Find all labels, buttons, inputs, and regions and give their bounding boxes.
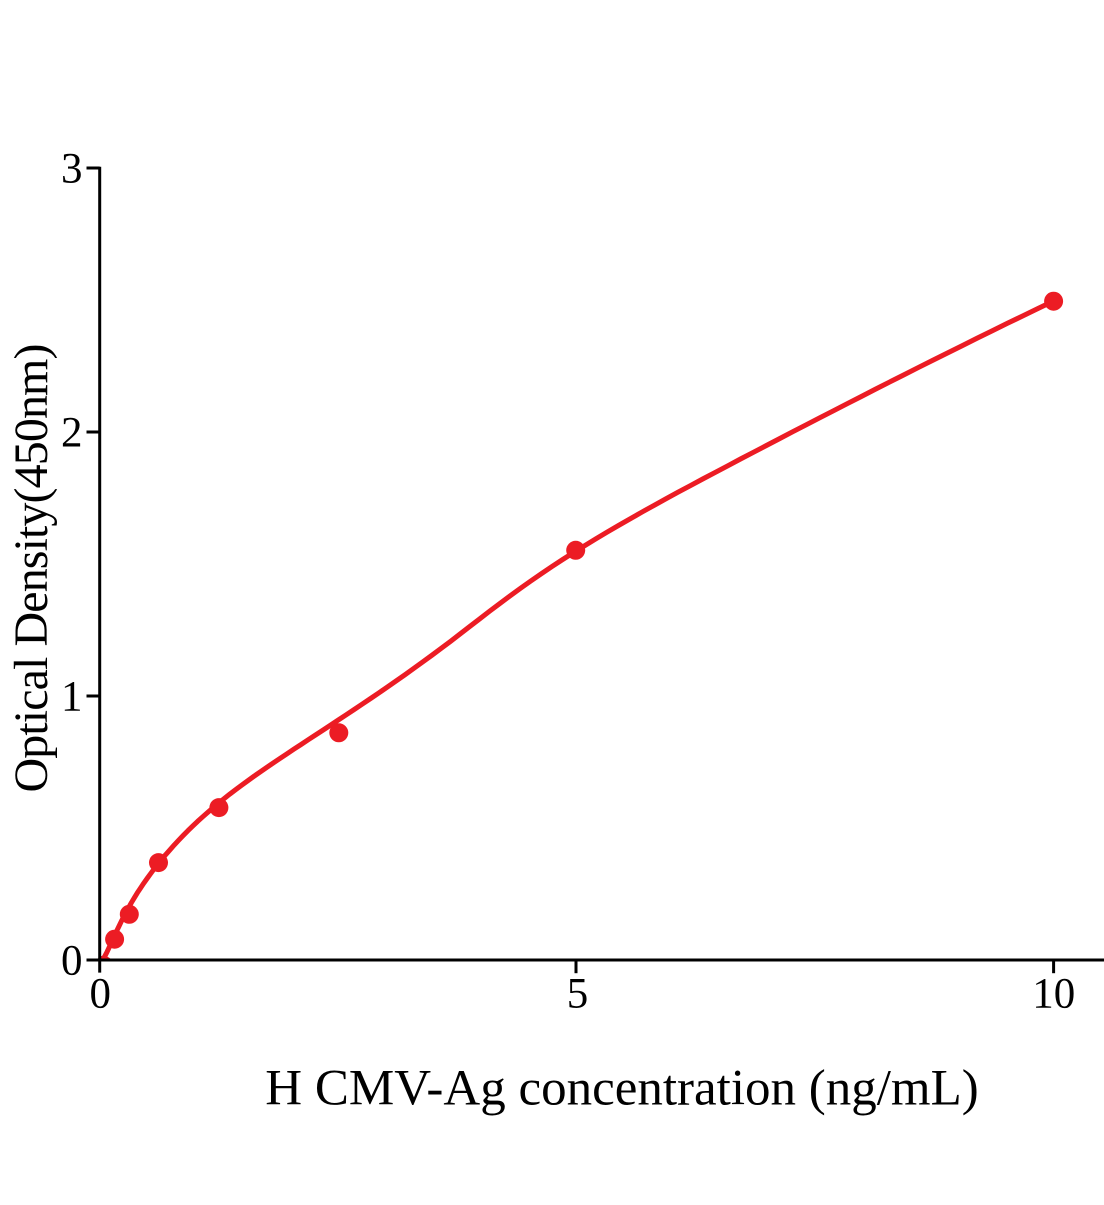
svg-text:2: 2 xyxy=(61,410,83,457)
svg-text:0: 0 xyxy=(61,938,83,985)
svg-text:10: 10 xyxy=(1032,971,1075,1018)
svg-text:0: 0 xyxy=(89,971,111,1018)
svg-text:3: 3 xyxy=(61,146,83,193)
svg-text:5: 5 xyxy=(567,971,589,1018)
svg-text:1: 1 xyxy=(61,674,83,721)
svg-text:H CMV-Ag concentration (ng/mL): H CMV-Ag concentration (ng/mL) xyxy=(265,1061,978,1117)
svg-text:Optical Density(450nm): Optical Density(450nm) xyxy=(5,344,58,792)
